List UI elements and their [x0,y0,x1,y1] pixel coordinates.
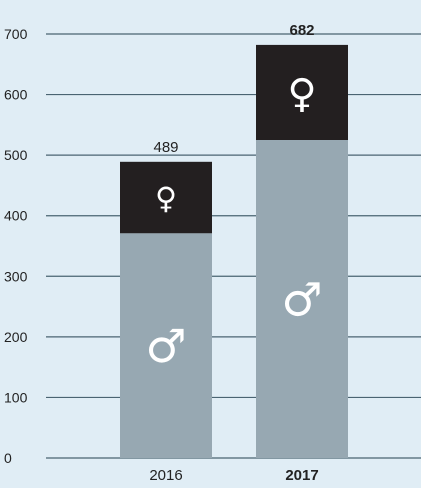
labels: 0 100 200 300 400 500 600 700 ♂ ♀ 489 2016 ♂ ♀ 682 2017 [4,22,323,484]
x-category-label: 2016 [149,467,182,484]
male-symbol-icon: ♂ [281,273,322,327]
bar-total-label: 489 [153,139,178,156]
y-tick-label: 0 [4,450,12,466]
male-symbol-icon: ♂ [145,319,186,373]
y-tick-label: 200 [4,329,28,345]
bar-segment [256,140,348,458]
x-category-label: 2017 [285,467,318,484]
female-symbol-icon: ♀ [287,71,316,117]
bar-total-label: 682 [289,22,314,39]
bar-segment [120,233,212,458]
y-tick-label: 100 [4,389,28,405]
y-tick-label: 700 [4,26,28,42]
bar-segment [256,44,348,140]
y-tick-label: 300 [4,268,28,284]
y-tick-label: 400 [4,208,28,224]
gridlines [46,33,421,459]
y-tick-label: 500 [4,147,28,163]
female-symbol-icon: ♀ [155,181,177,216]
y-tick-label: 600 [4,87,28,103]
bars [120,44,348,458]
bar-segment [120,161,212,234]
